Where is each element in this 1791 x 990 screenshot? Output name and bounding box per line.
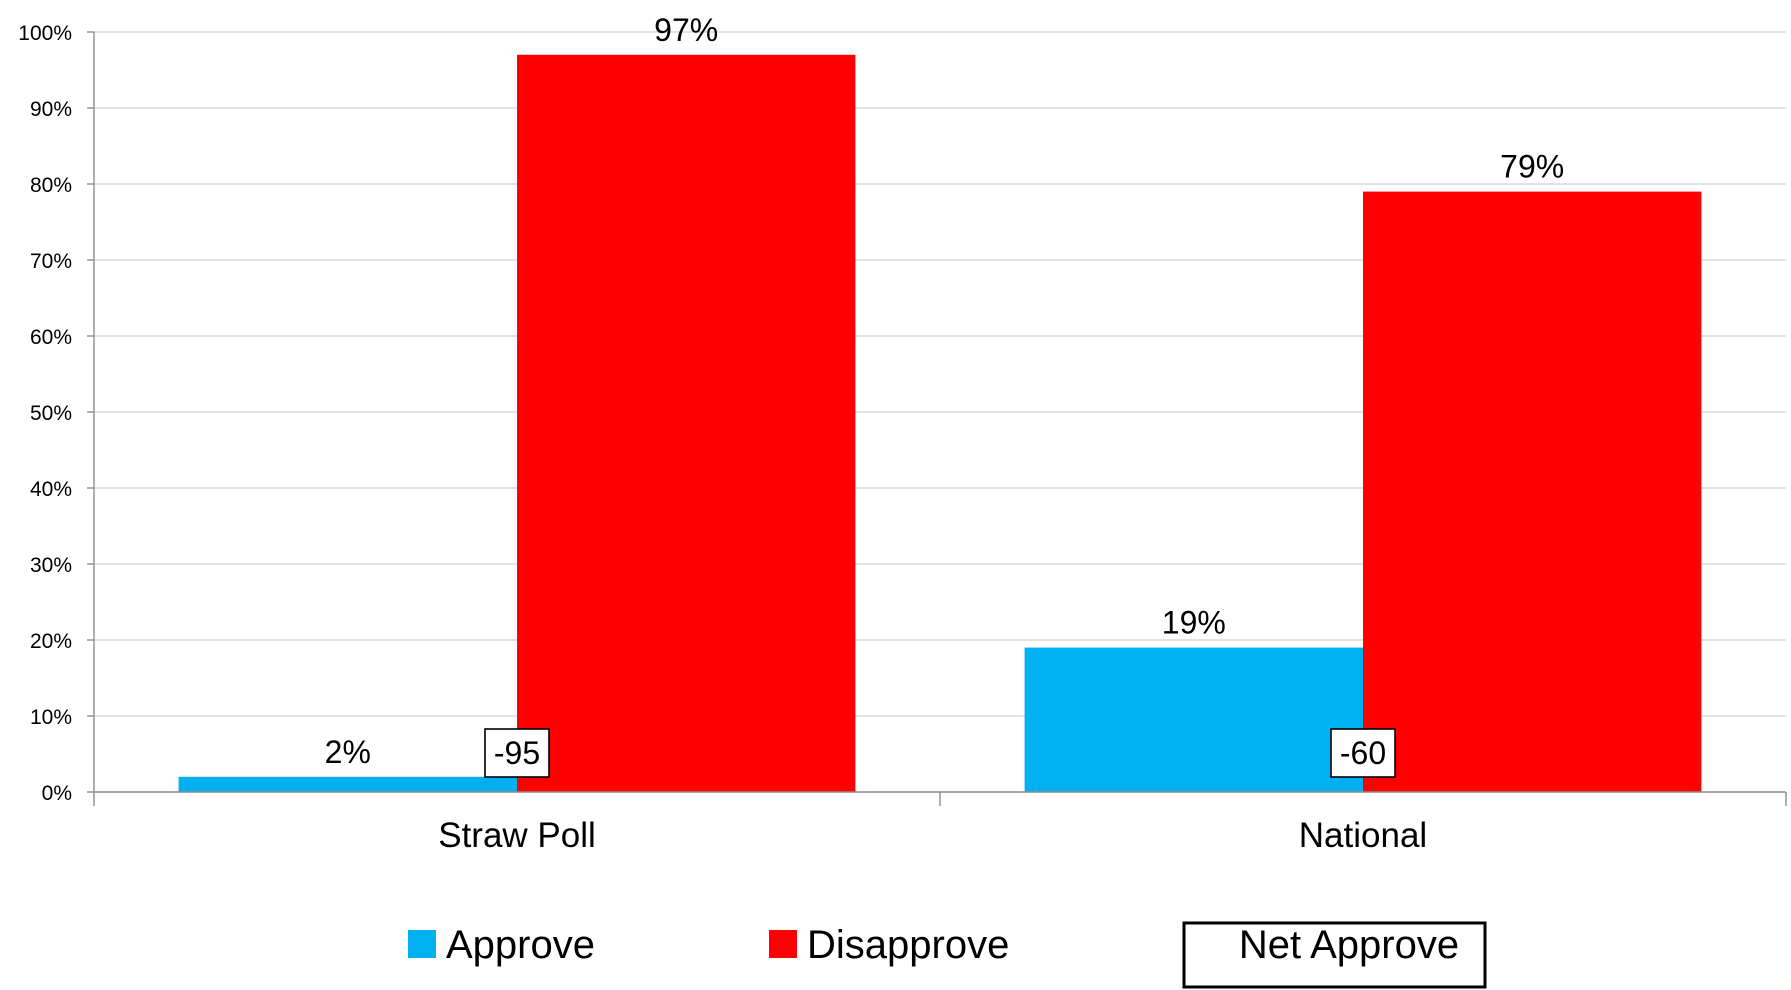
bar-approve-1 bbox=[1024, 647, 1363, 792]
net-approve-marker bbox=[484, 728, 550, 778]
bar-approve-0 bbox=[178, 776, 517, 792]
data-label: 19% bbox=[1162, 605, 1226, 641]
data-label: 97% bbox=[654, 12, 718, 48]
axes: 0% 10% 20% 30% 40% 50% 60% 70% 80% 90% 100% Straw P… bbox=[18, 22, 1787, 855]
y-tick-label: 60% bbox=[30, 326, 72, 349]
y-tick-label: 0% bbox=[42, 782, 72, 805]
legend-label-disapprove: Disapprove bbox=[807, 923, 1009, 967]
x-category-label: Straw Poll bbox=[438, 816, 596, 855]
bar-disapprove-0 bbox=[517, 54, 856, 793]
y-tick-label: 10% bbox=[30, 706, 72, 729]
y-tick-label: 50% bbox=[30, 402, 72, 425]
net-approve-label: -60 bbox=[1340, 735, 1386, 771]
x-category-label: National bbox=[1299, 816, 1427, 855]
legend-swatch-disapprove bbox=[769, 930, 797, 958]
data-label: 2% bbox=[325, 734, 371, 770]
y-tick-label: 40% bbox=[30, 478, 72, 501]
net-approve-marker bbox=[1330, 728, 1396, 778]
y-tick-label: 20% bbox=[30, 630, 72, 653]
legend-label-net-approve: Net Approve bbox=[1239, 923, 1459, 967]
data-labels: 2% 97% -95 19% 79% -60 bbox=[325, 12, 1564, 778]
bar-disapprove-1 bbox=[1363, 191, 1702, 793]
legend-swatch-approve bbox=[408, 930, 436, 958]
legend-label-approve: Approve bbox=[446, 923, 595, 967]
gridlines bbox=[94, 31, 1786, 717]
bars bbox=[178, 54, 1702, 793]
y-tick-label: 80% bbox=[30, 174, 72, 197]
y-tick-label: 100% bbox=[18, 22, 72, 45]
y-tick-label: 30% bbox=[30, 554, 72, 577]
legend-box-net-approve bbox=[1182, 921, 1487, 989]
data-label: 79% bbox=[1500, 149, 1564, 185]
net-approve-label: -95 bbox=[494, 735, 540, 771]
y-tick-label: 70% bbox=[30, 250, 72, 273]
legend: Approve Disapprove Net Approve bbox=[408, 921, 1487, 989]
y-tick-label: 90% bbox=[30, 98, 72, 121]
